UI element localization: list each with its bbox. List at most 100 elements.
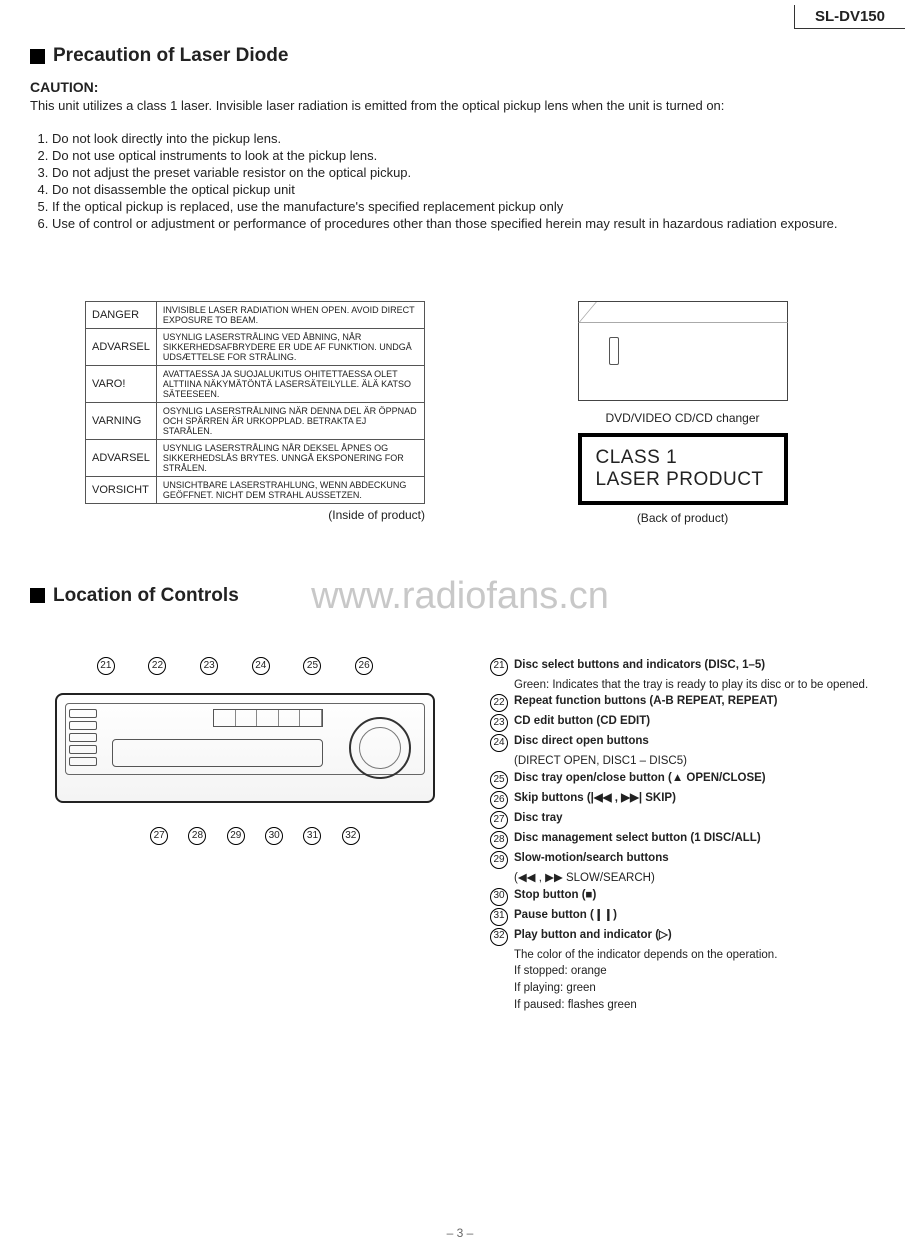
- back-caption: (Back of product): [637, 511, 728, 525]
- control-item: 28 Disc management select button (1 DISC/…: [490, 830, 890, 849]
- control-item: 26 Skip buttons (|◀◀ , ▶▶| SKIP): [490, 790, 890, 809]
- cd-unit-drawing: [55, 693, 435, 803]
- section-precaution-title: Precaution of Laser Diode: [53, 45, 288, 67]
- warning-row: DANGERINVISIBLE LASER RADIATION WHEN OPE…: [86, 302, 425, 329]
- callout-number: 24: [252, 657, 270, 675]
- control-text: Disc tray: [514, 810, 563, 827]
- caution-body: This unit utilizes a class 1 laser. Invi…: [30, 98, 890, 113]
- callout-number: 29: [227, 827, 245, 845]
- warning-text: AVATTAESSA JA SUOJALUKITUS OHITETTAESSA …: [156, 366, 424, 403]
- callouts-top-row: 212223242526: [70, 657, 400, 675]
- warning-row: VARO!AVATTAESSA JA SUOJALUKITUS OHITETTA…: [86, 366, 425, 403]
- warning-table: DANGERINVISIBLE LASER RADIATION WHEN OPE…: [85, 301, 425, 504]
- control-text: Disc tray open/close button (▲ OPEN/CLOS…: [514, 770, 766, 787]
- warning-text: UNSICHTBARE LASERSTRAHLUNG, WENN ABDECKU…: [156, 477, 424, 504]
- page-number: – 3 –: [0, 1226, 920, 1240]
- callout-number: 21: [97, 657, 115, 675]
- class-line-2: LASER PRODUCT: [596, 469, 770, 491]
- control-subtext: (◀◀ , ▶▶ SLOW/SEARCH): [514, 870, 890, 887]
- control-label: Pause button (❙❙): [514, 909, 617, 921]
- precaution-item: Do not disassemble the optical pickup un…: [52, 182, 890, 197]
- control-subtext: The color of the indicator depends on th…: [514, 947, 890, 964]
- warning-lang: DANGER: [86, 302, 157, 329]
- control-item: 32Play button and indicator (▷): [490, 927, 890, 946]
- control-label: Play button and indicator (▷): [514, 929, 672, 941]
- precaution-item: Do not adjust the preset variable resist…: [52, 165, 890, 180]
- control-item: 21 Disc select buttons and indicators (DI…: [490, 657, 890, 676]
- section-precaution-heading: Precaution of Laser Diode: [30, 45, 890, 67]
- warning-row: VARNINGOSYNLIG LASERSTRÅLNING NÄR DENNA …: [86, 403, 425, 440]
- control-number: 23: [490, 714, 508, 732]
- control-text: Pause button (❙❙): [514, 907, 617, 924]
- callout-number: 26: [355, 657, 373, 675]
- device-label: DVD/VIDEO CD/CD changer: [605, 411, 759, 425]
- control-label: Repeat function buttons (A-B REPEAT, REP…: [514, 695, 777, 707]
- control-label: Disc direct open buttons: [514, 735, 649, 747]
- control-subtext: If stopped: orange: [514, 963, 890, 980]
- control-label: Disc select buttons and indicators (DISC…: [514, 659, 765, 671]
- cd-display: [213, 709, 323, 727]
- callout-number: 22: [148, 657, 166, 675]
- control-label: Disc tray open/close button (▲ OPEN/CLOS…: [514, 772, 766, 784]
- control-label: Disc management select button (1 DISC/AL…: [514, 832, 761, 844]
- control-subtext: If playing: green: [514, 980, 890, 997]
- control-text: CD edit button (CD EDIT): [514, 713, 650, 730]
- cd-side-buttons: [69, 709, 97, 766]
- bullet-square-icon: [30, 588, 45, 603]
- control-subtext: Green: Indicates that the tray is ready …: [514, 677, 890, 694]
- warning-row: VORSICHTUNSICHTBARE LASERSTRAHLUNG, WENN…: [86, 477, 425, 504]
- section-controls-heading: Location of Controls: [30, 585, 890, 607]
- controls-diagram: 212223242526 272829303132: [30, 657, 460, 1014]
- control-number: 31: [490, 908, 508, 926]
- control-number: 26: [490, 791, 508, 809]
- cd-tray-slot: [112, 739, 323, 767]
- control-number: 22: [490, 694, 508, 712]
- control-number: 30: [490, 888, 508, 906]
- device-slot-icon: [609, 337, 619, 365]
- control-text: Disc direct open buttons: [514, 733, 649, 750]
- callout-number: 32: [342, 827, 360, 845]
- precaution-list: Do not look directly into the pickup len…: [52, 131, 890, 231]
- control-label: CD edit button (CD EDIT): [514, 715, 650, 727]
- control-label: Slow-motion/search buttons: [514, 852, 669, 864]
- section-controls-title: Location of Controls: [53, 585, 239, 607]
- callout-number: 23: [200, 657, 218, 675]
- warning-row: ADVARSELUSYNLIG LASERSTRÅLING NÅR DEKSEL…: [86, 440, 425, 477]
- warning-text: USYNLIG LASERSTRÅLING VED ÅBNING, NÅR SI…: [156, 329, 424, 366]
- precaution-item: Do not look directly into the pickup len…: [52, 131, 890, 146]
- control-number: 24: [490, 734, 508, 752]
- caution-label: CAUTION:: [30, 79, 890, 95]
- callout-number: 30: [265, 827, 283, 845]
- control-item: 30 Stop button (■): [490, 887, 890, 906]
- control-item: 22 Repeat function buttons (A-B REPEAT, R…: [490, 693, 890, 712]
- control-item: 23 CD edit button (CD EDIT): [490, 713, 890, 732]
- control-subtext: (DIRECT OPEN, DISC1 – DISC5): [514, 753, 890, 770]
- callouts-bottom-row: 272829303132: [130, 827, 380, 845]
- control-label: Stop button (■): [514, 889, 596, 901]
- warning-lang: ADVARSEL: [86, 440, 157, 477]
- control-number: 27: [490, 811, 508, 829]
- control-number: 29: [490, 851, 508, 869]
- warning-text: OSYNLIG LASERSTRÅLNING NÄR DENNA DEL ÄR …: [156, 403, 424, 440]
- control-label: Disc tray: [514, 812, 563, 824]
- callout-number: 28: [188, 827, 206, 845]
- controls-legend: 21 Disc select buttons and indicators (DI…: [490, 657, 890, 1014]
- warning-lang: VARNING: [86, 403, 157, 440]
- warning-text: USYNLIG LASERSTRÅLING NÅR DEKSEL ÅPNES O…: [156, 440, 424, 477]
- warning-table-caption: (Inside of product): [85, 508, 425, 522]
- callout-number: 27: [150, 827, 168, 845]
- class-label-box: CLASS 1 LASER PRODUCT: [578, 433, 788, 505]
- control-text: Play button and indicator (▷): [514, 927, 672, 944]
- control-number: 21: [490, 658, 508, 676]
- control-item: 29 Slow-motion/search buttons: [490, 850, 890, 869]
- control-number: 25: [490, 771, 508, 789]
- warning-lang: VORSICHT: [86, 477, 157, 504]
- warning-lang: ADVARSEL: [86, 329, 157, 366]
- control-subtext: If paused: flashes green: [514, 997, 890, 1014]
- warning-row: ADVARSELUSYNLIG LASERSTRÅLING VED ÅBNING…: [86, 329, 425, 366]
- control-number: 28: [490, 831, 508, 849]
- model-number: SL-DV150: [794, 5, 905, 29]
- control-item: 27 Disc tray: [490, 810, 890, 829]
- control-text: Skip buttons (|◀◀ , ▶▶| SKIP): [514, 790, 676, 807]
- warning-table-wrap: DANGERINVISIBLE LASER RADIATION WHEN OPE…: [30, 301, 425, 522]
